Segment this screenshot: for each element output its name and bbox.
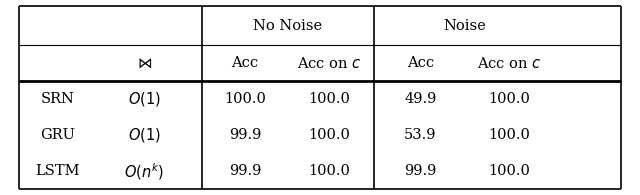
- Text: $\bowtie$: $\bowtie$: [135, 56, 153, 71]
- Text: GRU: GRU: [40, 128, 75, 142]
- Text: Acc on $c$: Acc on $c$: [477, 56, 541, 71]
- Text: Noise: Noise: [444, 19, 486, 33]
- Text: $O(n^k)$: $O(n^k)$: [124, 161, 164, 182]
- Text: 100.0: 100.0: [488, 128, 530, 142]
- Text: LSTM: LSTM: [35, 164, 80, 178]
- Text: SRN: SRN: [41, 92, 74, 106]
- Text: $O(1)$: $O(1)$: [127, 126, 161, 144]
- Text: $O(1)$: $O(1)$: [127, 90, 161, 108]
- Text: Acc: Acc: [232, 56, 259, 70]
- Text: 49.9: 49.9: [404, 92, 436, 106]
- Text: 99.9: 99.9: [229, 164, 261, 178]
- Text: 53.9: 53.9: [404, 128, 436, 142]
- Text: 100.0: 100.0: [488, 92, 530, 106]
- Text: No Noise: No Noise: [253, 19, 322, 33]
- Text: 100.0: 100.0: [308, 164, 351, 178]
- Text: 100.0: 100.0: [308, 92, 351, 106]
- Text: 99.9: 99.9: [229, 128, 261, 142]
- Text: 100.0: 100.0: [224, 92, 266, 106]
- Text: 100.0: 100.0: [488, 164, 530, 178]
- Text: Acc on $c$: Acc on $c$: [298, 56, 362, 71]
- Text: 100.0: 100.0: [308, 128, 351, 142]
- Text: Acc: Acc: [407, 56, 434, 70]
- Text: 99.9: 99.9: [404, 164, 436, 178]
